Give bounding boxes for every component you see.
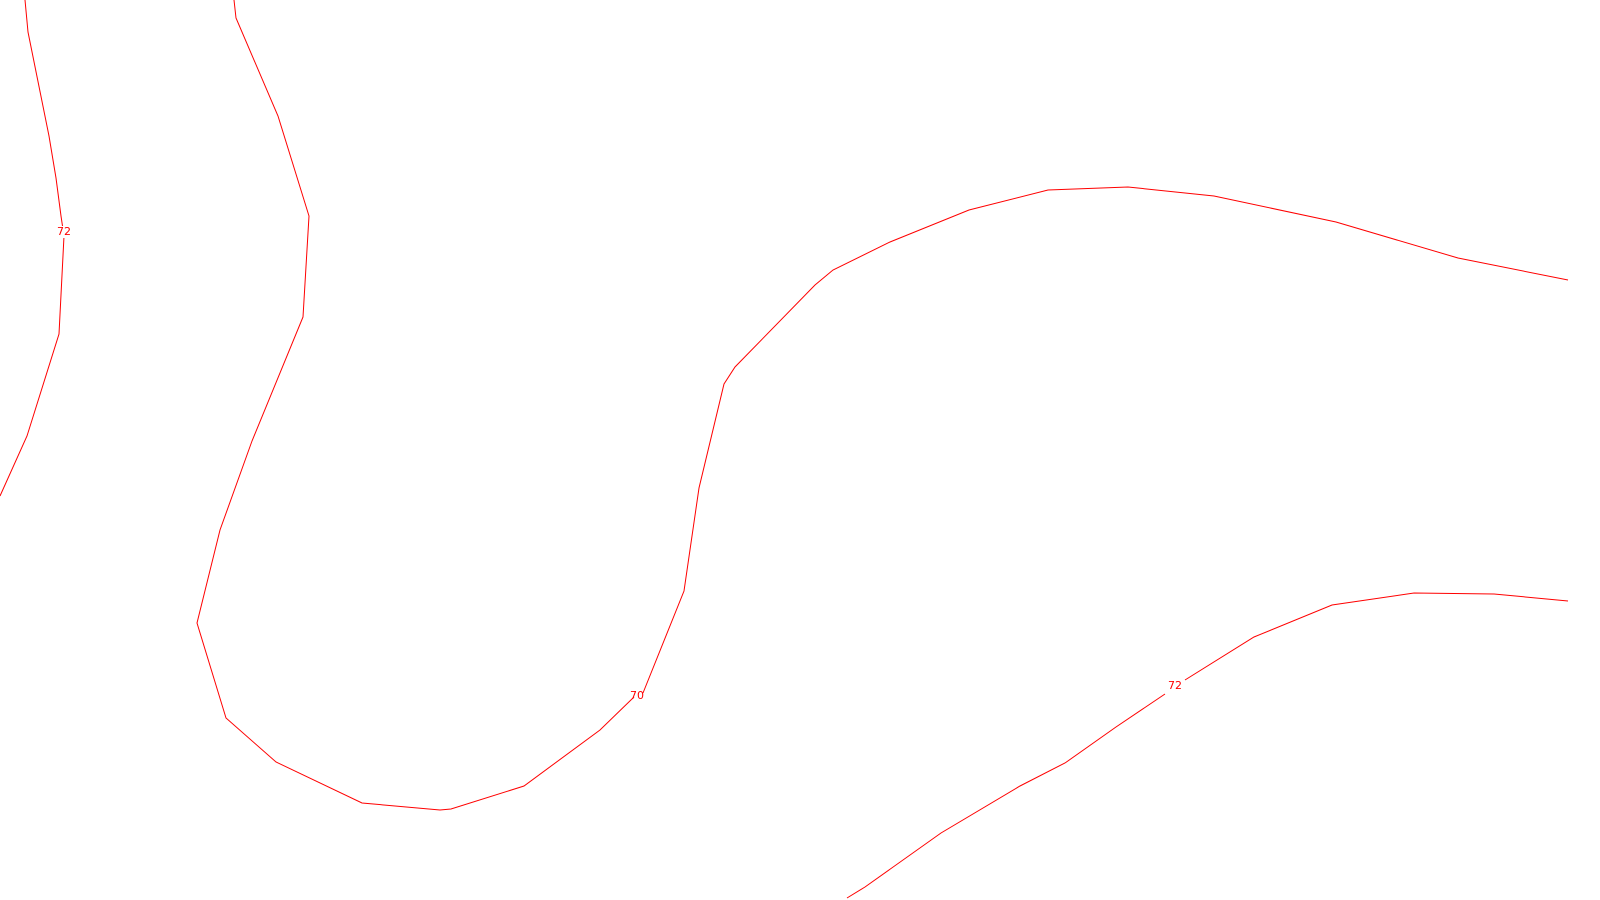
contour-elevation-label: 72 [57, 225, 71, 238]
contour-label-mask [54, 226, 74, 238]
contour-line-group: 72 [846, 592, 1569, 899]
contour-elevation-label: 70 [630, 689, 644, 702]
contour-line [846, 592, 1569, 899]
contour-line-group: 70 [196, 0, 1569, 811]
contour-line [0, 0, 65, 497]
contour-line [196, 0, 1569, 811]
contour-elevation-label: 72 [1168, 679, 1182, 692]
contour-line-group: 72 [0, 0, 74, 497]
